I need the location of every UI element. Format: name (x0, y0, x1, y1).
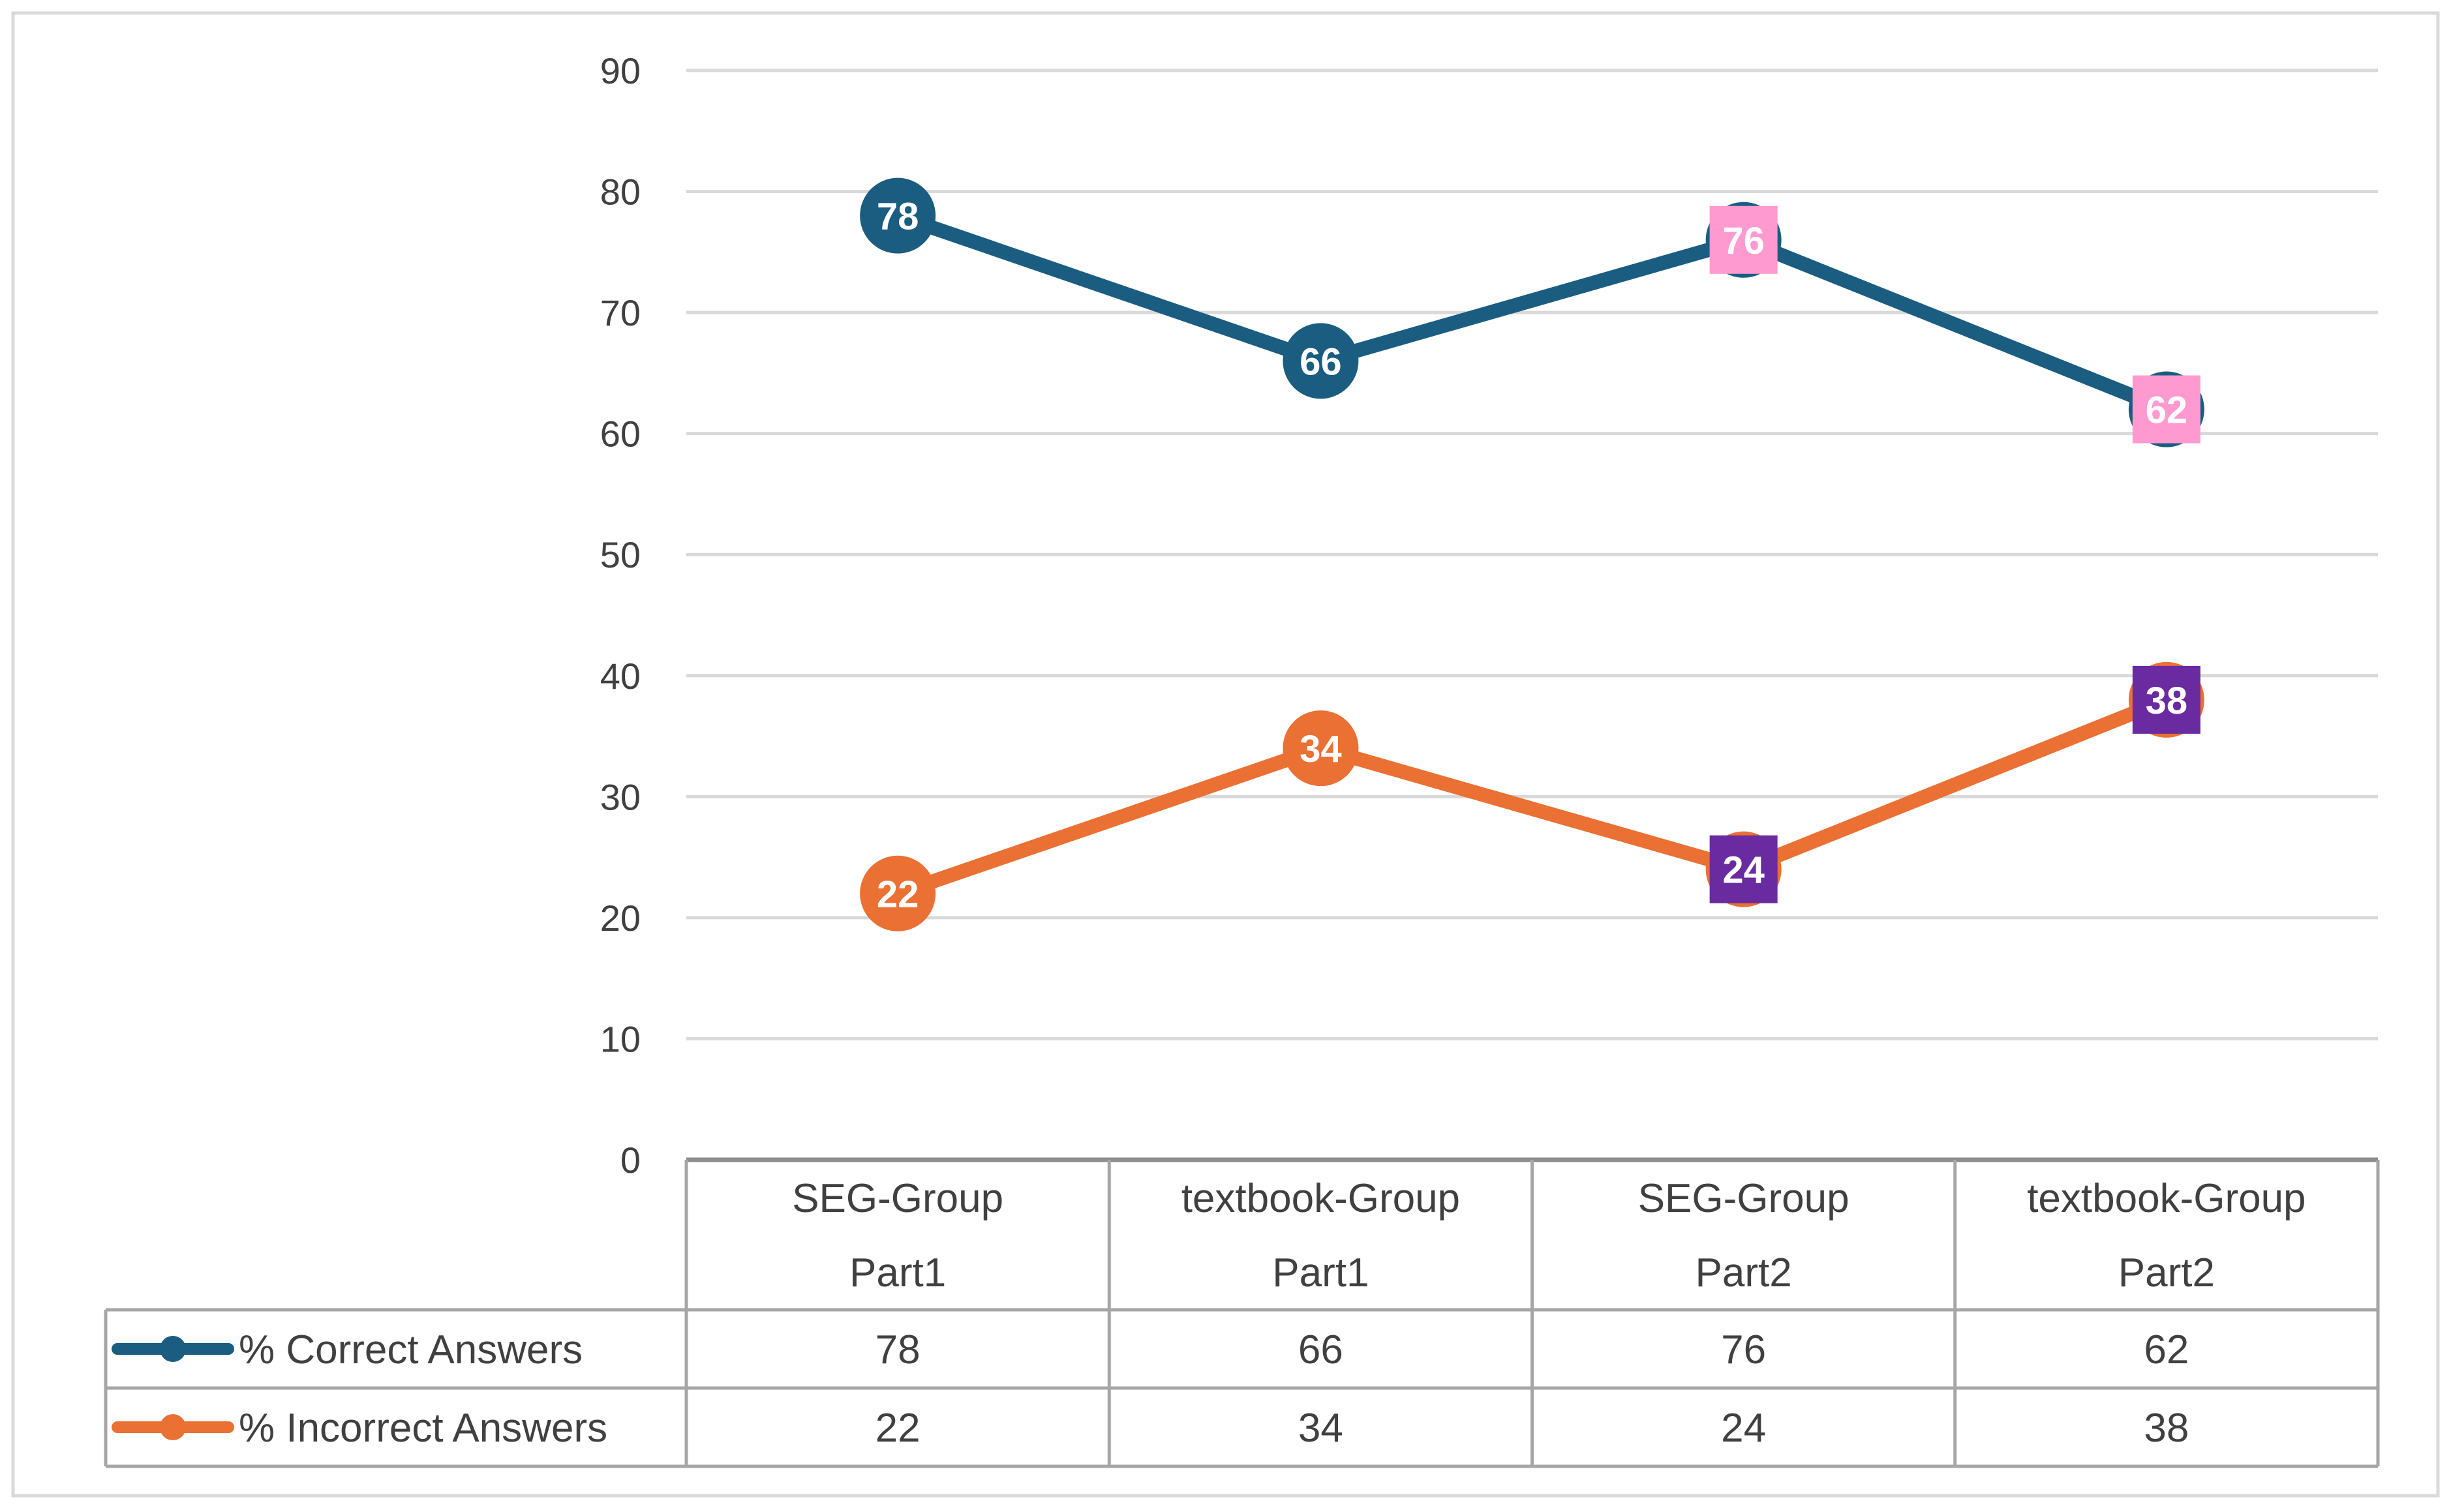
category-label-line2: Part1 (849, 1250, 946, 1295)
category-label-line1: SEG-Group (792, 1176, 1003, 1221)
category-label-line1: textbook-Group (2027, 1176, 2306, 1221)
data-label: 38 (2146, 680, 2188, 722)
data-label: 66 (1300, 340, 1342, 383)
legend-key-marker (160, 1336, 186, 1362)
y-tick-label: 0 (620, 1140, 641, 1181)
y-tick-label: 20 (600, 898, 641, 939)
category-label-line2: Part1 (1272, 1250, 1369, 1295)
chart-border (11, 11, 2440, 1498)
data-label-box (1709, 835, 1778, 903)
y-tick-label: 70 (600, 292, 641, 333)
y-tick-label: 30 (600, 776, 641, 817)
category-label-line1: SEG-Group (1638, 1176, 1850, 1221)
table-cell-value: 78 (875, 1327, 921, 1372)
data-label: 34 (1300, 728, 1342, 770)
y-tick-label: 60 (600, 414, 641, 455)
data-point-marker (860, 855, 936, 931)
category-label-line1: textbook-Group (1181, 1176, 1460, 1221)
y-tick-label: 40 (600, 656, 641, 697)
category-label-line2: Part2 (2118, 1250, 2215, 1295)
data-table: SEG-Group Part1 textbook-Group Part1 SEG-Gro… (104, 1157, 2380, 1468)
data-label-box (2132, 375, 2200, 444)
table-cell-value: 22 (875, 1406, 921, 1451)
data-label: 76 (1722, 220, 1765, 262)
data-label: 22 (877, 873, 919, 916)
legend-key-marker (160, 1414, 186, 1440)
data-label: 62 (2146, 389, 2188, 432)
data-label: 24 (1722, 849, 1765, 892)
table-cell-value: 34 (1298, 1406, 1343, 1451)
legend-series-name: % Correct Answers (239, 1327, 583, 1372)
legend-series-name: % Incorrect Answers (239, 1406, 607, 1451)
category-label-line2: Part2 (1696, 1250, 1792, 1295)
table-cell-value: 24 (1721, 1406, 1766, 1451)
y-tick-label: 80 (600, 172, 641, 213)
y-tick-label: 10 (600, 1018, 641, 1059)
data-point-marker (1283, 323, 1359, 399)
table-cell-value: 76 (1721, 1327, 1766, 1372)
data-labels: 78 66 76 62 22 34 24 38 (877, 196, 2200, 916)
data-point-marker (1283, 710, 1359, 787)
data-label: 78 (877, 196, 919, 238)
data-label-box (1709, 205, 1778, 274)
data-point-marker (860, 177, 936, 254)
table-cell-value: 62 (2144, 1327, 2189, 1372)
table-cell-value: 38 (2144, 1406, 2189, 1451)
series-line (891, 692, 2174, 901)
data-label-box (2132, 665, 2200, 734)
table-cell-value: 66 (1298, 1327, 1343, 1372)
y-tick-label: 50 (600, 534, 641, 575)
gridlines (686, 68, 2378, 1040)
y-axis: 0 10 20 30 40 50 60 70 80 90 (600, 50, 641, 1181)
series-line (891, 208, 2174, 417)
y-tick-label: 90 (600, 50, 641, 91)
